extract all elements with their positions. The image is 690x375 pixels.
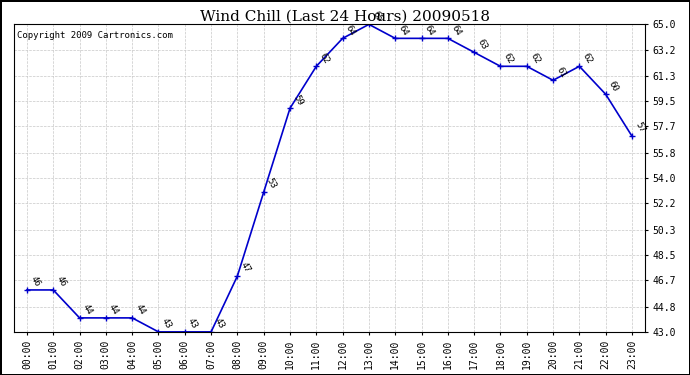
Text: Wind Chill (Last 24 Hours) 20090518: Wind Chill (Last 24 Hours) 20090518	[200, 9, 490, 23]
Text: 46: 46	[28, 275, 41, 288]
Text: 44: 44	[134, 303, 147, 316]
Text: Copyright 2009 Cartronics.com: Copyright 2009 Cartronics.com	[17, 30, 172, 39]
Text: 57: 57	[633, 121, 647, 135]
Text: 44: 44	[107, 303, 121, 316]
Text: 64: 64	[344, 23, 357, 37]
Text: 53: 53	[265, 177, 278, 191]
Text: 59: 59	[291, 93, 304, 107]
Text: 64: 64	[423, 23, 436, 37]
Text: 62: 62	[317, 51, 331, 65]
Text: 62: 62	[502, 51, 515, 65]
Text: 46: 46	[55, 275, 68, 288]
Text: 62: 62	[528, 51, 542, 65]
Text: 62: 62	[581, 51, 594, 65]
Text: 43: 43	[160, 316, 173, 330]
Text: 60: 60	[607, 79, 620, 93]
Text: 65: 65	[371, 9, 384, 23]
Text: 43: 43	[186, 316, 199, 330]
Text: 47: 47	[239, 261, 252, 274]
Text: 63: 63	[475, 37, 489, 51]
Text: 43: 43	[213, 316, 226, 330]
Text: 61: 61	[555, 65, 568, 79]
Text: 64: 64	[397, 23, 410, 37]
Text: 44: 44	[81, 303, 94, 316]
Text: 64: 64	[449, 23, 462, 37]
